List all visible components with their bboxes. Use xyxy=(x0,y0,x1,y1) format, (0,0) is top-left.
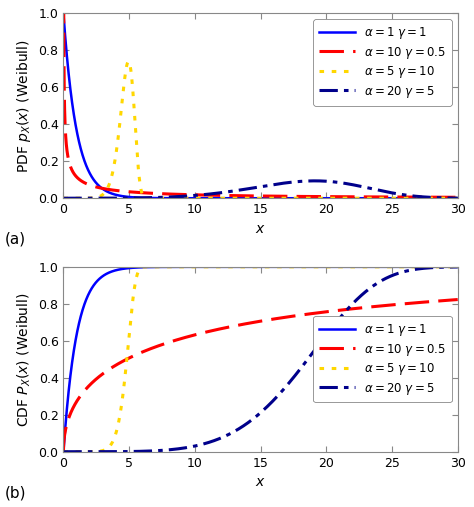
$\alpha=5\ \gamma=10$ xyxy=(355,195,361,201)
$\alpha=5\ \gamma=10$ xyxy=(61,449,66,455)
$\alpha=5\ \gamma=10$ xyxy=(188,195,194,201)
$\alpha=20\ \gamma=5$ xyxy=(132,195,138,201)
$\alpha=5\ \gamma=10$ xyxy=(317,264,323,270)
$\alpha=20\ \gamma=5$ xyxy=(355,296,361,302)
Text: (a): (a) xyxy=(4,232,26,246)
$\alpha=20\ \gamma=5$ xyxy=(455,264,461,270)
$\alpha=1\ \gamma=1$ xyxy=(317,264,323,270)
$\alpha=10\ \gamma=0.5$ xyxy=(385,194,391,200)
X-axis label: $x$: $x$ xyxy=(255,222,266,236)
$\alpha=20\ \gamma=5$ xyxy=(455,195,461,201)
Legend: $\alpha=1\ \gamma=1$, $\alpha=10\ \gamma=0.5$, $\alpha=5\ \gamma=10$, $\alpha=20: $\alpha=1\ \gamma=1$, $\alpha=10\ \gamma… xyxy=(313,316,452,403)
$\alpha=5\ \gamma=10$ xyxy=(126,58,131,64)
$\alpha=20\ \gamma=5$ xyxy=(385,274,391,280)
$\alpha=20\ \gamma=5$ xyxy=(211,191,217,197)
$\alpha=20\ \gamma=5$ xyxy=(297,367,303,373)
$\alpha=5\ \gamma=10$ xyxy=(211,195,217,201)
$\alpha=1\ \gamma=1$ xyxy=(297,195,303,201)
$\alpha=10\ \gamma=0.5$ xyxy=(317,310,323,316)
$\alpha=5\ \gamma=10$ xyxy=(455,195,461,201)
$\alpha=5\ \gamma=10$ xyxy=(385,195,391,201)
$\alpha=20\ \gamma=5$ xyxy=(312,178,318,184)
Line: $\alpha=20\ \gamma=5$: $\alpha=20\ \gamma=5$ xyxy=(64,181,458,198)
$\alpha=1\ \gamma=1$ xyxy=(297,264,303,270)
Line: $\alpha=10\ \gamma=0.5$: $\alpha=10\ \gamma=0.5$ xyxy=(64,300,458,451)
$\alpha=10\ \gamma=0.5$ xyxy=(132,352,138,358)
$\alpha=10\ \gamma=0.5$ xyxy=(297,193,303,199)
Legend: $\alpha=1\ \gamma=1$, $\alpha=10\ \gamma=0.5$, $\alpha=5\ \gamma=10$, $\alpha=20: $\alpha=1\ \gamma=1$, $\alpha=10\ \gamma… xyxy=(313,19,452,105)
$\alpha=1\ \gamma=1$ xyxy=(132,194,138,200)
Text: (b): (b) xyxy=(4,485,26,500)
$\alpha=5\ \gamma=10$ xyxy=(355,264,361,270)
$\alpha=10\ \gamma=0.5$ xyxy=(455,297,461,303)
$\alpha=10\ \gamma=0.5$ xyxy=(297,312,303,318)
$\alpha=10\ \gamma=0.5$ xyxy=(317,194,323,200)
$\alpha=5\ \gamma=10$ xyxy=(61,195,66,201)
$\alpha=10\ \gamma=0.5$ xyxy=(355,194,361,200)
Line: $\alpha=5\ \gamma=10$: $\alpha=5\ \gamma=10$ xyxy=(64,61,458,198)
Line: $\alpha=10\ \gamma=0.5$: $\alpha=10\ \gamma=0.5$ xyxy=(64,0,458,197)
Line: $\alpha=1\ \gamma=1$: $\alpha=1\ \gamma=1$ xyxy=(64,267,458,452)
X-axis label: $x$: $x$ xyxy=(255,475,266,489)
$\alpha=20\ \gamma=5$ xyxy=(211,438,217,444)
$\alpha=10\ \gamma=0.5$ xyxy=(455,194,461,200)
$\alpha=20\ \gamma=5$ xyxy=(317,340,323,346)
$\alpha=1\ \gamma=1$ xyxy=(455,264,461,270)
$\alpha=5\ \gamma=10$ xyxy=(297,195,303,201)
$\alpha=20\ \gamma=5$ xyxy=(317,178,323,184)
$\alpha=10\ \gamma=0.5$ xyxy=(211,192,217,198)
Line: $\alpha=20\ \gamma=5$: $\alpha=20\ \gamma=5$ xyxy=(64,267,458,452)
$\alpha=10\ \gamma=0.5$ xyxy=(355,305,361,311)
$\alpha=1\ \gamma=1$ xyxy=(211,264,217,270)
Line: $\alpha=1\ \gamma=1$: $\alpha=1\ \gamma=1$ xyxy=(64,13,458,198)
$\alpha=5\ \gamma=10$ xyxy=(317,195,323,201)
$\alpha=1\ \gamma=1$ xyxy=(455,195,461,201)
$\alpha=5\ \gamma=10$ xyxy=(455,264,461,270)
$\alpha=1\ \gamma=1$ xyxy=(132,265,138,271)
Y-axis label: CDF $P_X(x)$ (Weibull): CDF $P_X(x)$ (Weibull) xyxy=(16,292,33,426)
$\alpha=20\ \gamma=5$ xyxy=(297,178,303,185)
$\alpha=1\ \gamma=1$ xyxy=(355,195,361,201)
$\alpha=1\ \gamma=1$ xyxy=(385,195,391,201)
$\alpha=20\ \gamma=5$ xyxy=(61,195,66,201)
$\alpha=5\ \gamma=10$ xyxy=(132,281,138,287)
$\alpha=1\ \gamma=1$ xyxy=(385,264,391,270)
$\alpha=1\ \gamma=1$ xyxy=(355,264,361,270)
$\alpha=20\ \gamma=5$ xyxy=(132,448,138,454)
$\alpha=20\ \gamma=5$ xyxy=(61,449,66,455)
$\alpha=5\ \gamma=10$ xyxy=(155,264,161,270)
$\alpha=5\ \gamma=10$ xyxy=(211,264,217,270)
$\alpha=5\ \gamma=10$ xyxy=(297,264,303,270)
$\alpha=10\ \gamma=0.5$ xyxy=(61,448,66,454)
$\alpha=10\ \gamma=0.5$ xyxy=(385,302,391,308)
$\alpha=10\ \gamma=0.5$ xyxy=(132,189,138,195)
$\alpha=5\ \gamma=10$ xyxy=(385,264,391,270)
$\alpha=5\ \gamma=10$ xyxy=(132,121,138,127)
$\alpha=1\ \gamma=1$ xyxy=(61,449,66,455)
$\alpha=10\ \gamma=0.5$ xyxy=(211,327,217,333)
$\alpha=1\ \gamma=1$ xyxy=(61,10,66,16)
$\alpha=20\ \gamma=5$ xyxy=(355,183,361,189)
Y-axis label: PDF $p_X(x)$ (Weibull): PDF $p_X(x)$ (Weibull) xyxy=(15,39,33,173)
$\alpha=1\ \gamma=1$ xyxy=(317,195,323,201)
$\alpha=20\ \gamma=5$ xyxy=(385,189,391,195)
Line: $\alpha=5\ \gamma=10$: $\alpha=5\ \gamma=10$ xyxy=(64,267,458,452)
$\alpha=1\ \gamma=1$ xyxy=(211,195,217,201)
